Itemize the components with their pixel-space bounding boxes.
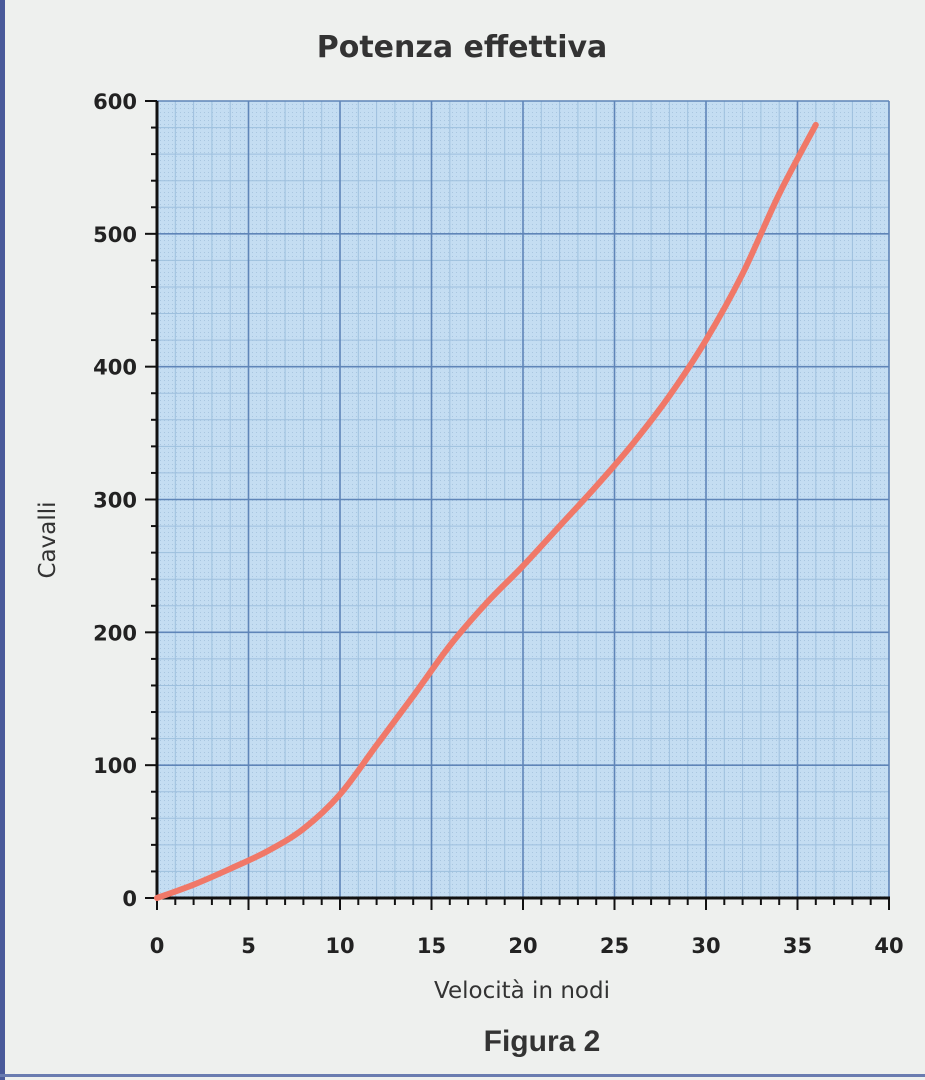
x-tick-labels: 0 5 10 15 20 25 30 35 40 bbox=[150, 934, 904, 958]
series-line bbox=[154, 121, 819, 901]
x-tick-label: 0 bbox=[150, 934, 165, 958]
bottom-border bbox=[0, 1074, 925, 1077]
x-tick-label: 5 bbox=[241, 934, 256, 958]
x-tick-label: 40 bbox=[874, 934, 903, 958]
y-tick-label: 200 bbox=[93, 621, 137, 645]
y-tick-label: 500 bbox=[93, 223, 137, 247]
x-axis-label: Velocità in nodi bbox=[434, 978, 610, 1004]
x-tick-label: 30 bbox=[691, 934, 720, 958]
y-axis-label: Cavalli bbox=[35, 501, 61, 578]
y-tick-label: 600 bbox=[93, 90, 137, 114]
grid-major bbox=[157, 100, 890, 898]
left-border bbox=[0, 0, 5, 1080]
y-tick-label: 100 bbox=[93, 754, 137, 778]
x-tick-label: 35 bbox=[783, 934, 812, 958]
series-layer bbox=[154, 121, 819, 901]
x-tick-label: 15 bbox=[417, 934, 446, 958]
x-tick-label: 20 bbox=[508, 934, 537, 958]
tick-marks bbox=[145, 100, 890, 910]
y-tick-label: 400 bbox=[93, 356, 137, 380]
figure-caption: Figura 2 bbox=[484, 1025, 601, 1058]
y-tick-label: 300 bbox=[93, 489, 137, 513]
y-tick-labels: 0 100 200 300 400 500 600 bbox=[93, 90, 137, 911]
x-tick-label: 25 bbox=[600, 934, 629, 958]
x-tick-label: 10 bbox=[325, 934, 354, 958]
y-tick-label: 0 bbox=[122, 887, 137, 911]
chart-title: Potenza effettiva bbox=[317, 30, 608, 65]
